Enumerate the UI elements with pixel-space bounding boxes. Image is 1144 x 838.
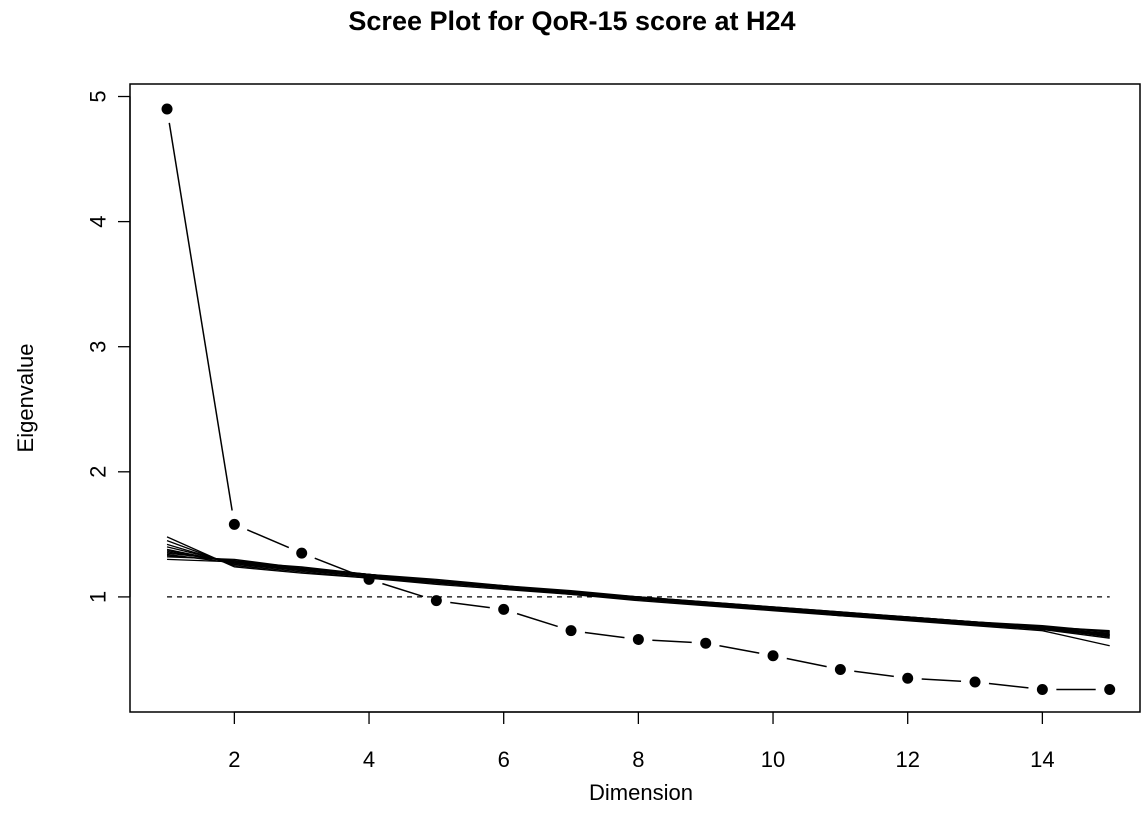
observed-series-segment bbox=[516, 612, 558, 628]
observed-series-segment bbox=[246, 529, 290, 549]
simulated-series-line bbox=[166, 540, 1110, 639]
observed-data-point bbox=[632, 633, 644, 645]
observed-series-segment bbox=[168, 122, 233, 511]
y-tick-label: 3 bbox=[86, 341, 111, 353]
x-axis: 2 4 6 8 10 12 14 bbox=[228, 711, 1055, 772]
observed-data-point bbox=[834, 663, 846, 675]
observed-data-point bbox=[430, 595, 442, 607]
observed-series-segment bbox=[314, 557, 357, 576]
observed-series-segment bbox=[652, 639, 692, 644]
x-tick-label: 12 bbox=[895, 747, 919, 772]
observed-series-segment bbox=[584, 631, 625, 639]
observed-data-point bbox=[969, 676, 981, 688]
x-tick-label: 8 bbox=[632, 747, 644, 772]
x-tick-label: 14 bbox=[1030, 747, 1054, 772]
plot-frame bbox=[129, 83, 1141, 713]
observed-data-point bbox=[1104, 683, 1116, 695]
y-axis: 1 2 3 4 5 bbox=[86, 90, 131, 603]
observed-series-layer bbox=[161, 103, 1116, 695]
observed-data-point bbox=[296, 547, 308, 559]
observed-data-point bbox=[498, 603, 510, 615]
observed-series-segment bbox=[719, 645, 760, 654]
observed-data-point bbox=[161, 103, 173, 115]
observed-data-point bbox=[700, 637, 712, 649]
simulated-series-line bbox=[166, 552, 1110, 632]
observed-data-point bbox=[363, 573, 375, 585]
y-tick-label: 1 bbox=[86, 591, 111, 603]
y-axis-label: Eigenvalue bbox=[13, 344, 38, 453]
y-tick-label: 5 bbox=[86, 90, 111, 102]
observed-series-segment bbox=[786, 657, 827, 668]
observed-data-point bbox=[228, 518, 240, 530]
y-tick-label: 2 bbox=[86, 466, 111, 478]
x-axis-label: Dimension bbox=[589, 780, 693, 805]
observed-series-segment bbox=[988, 682, 1029, 689]
observed-data-point bbox=[1036, 683, 1048, 695]
observed-series-segment bbox=[854, 670, 894, 678]
simulated-series-line bbox=[166, 536, 1110, 647]
y-tick-label: 4 bbox=[86, 215, 111, 227]
x-tick-label: 10 bbox=[761, 747, 785, 772]
observed-series-segment bbox=[921, 678, 962, 682]
observed-data-point bbox=[902, 672, 914, 684]
simulated-series-line bbox=[166, 553, 1110, 636]
x-tick-label: 4 bbox=[363, 747, 375, 772]
simulated-series-layer bbox=[166, 536, 1110, 647]
observed-series-segment bbox=[382, 582, 424, 598]
observed-data-point bbox=[565, 625, 577, 637]
chart-title: Scree Plot for QoR-15 score at H24 bbox=[348, 6, 796, 36]
x-tick-label: 6 bbox=[498, 747, 510, 772]
observed-data-point bbox=[767, 650, 779, 662]
x-tick-label: 2 bbox=[228, 747, 240, 772]
observed-series-segment bbox=[450, 601, 490, 609]
